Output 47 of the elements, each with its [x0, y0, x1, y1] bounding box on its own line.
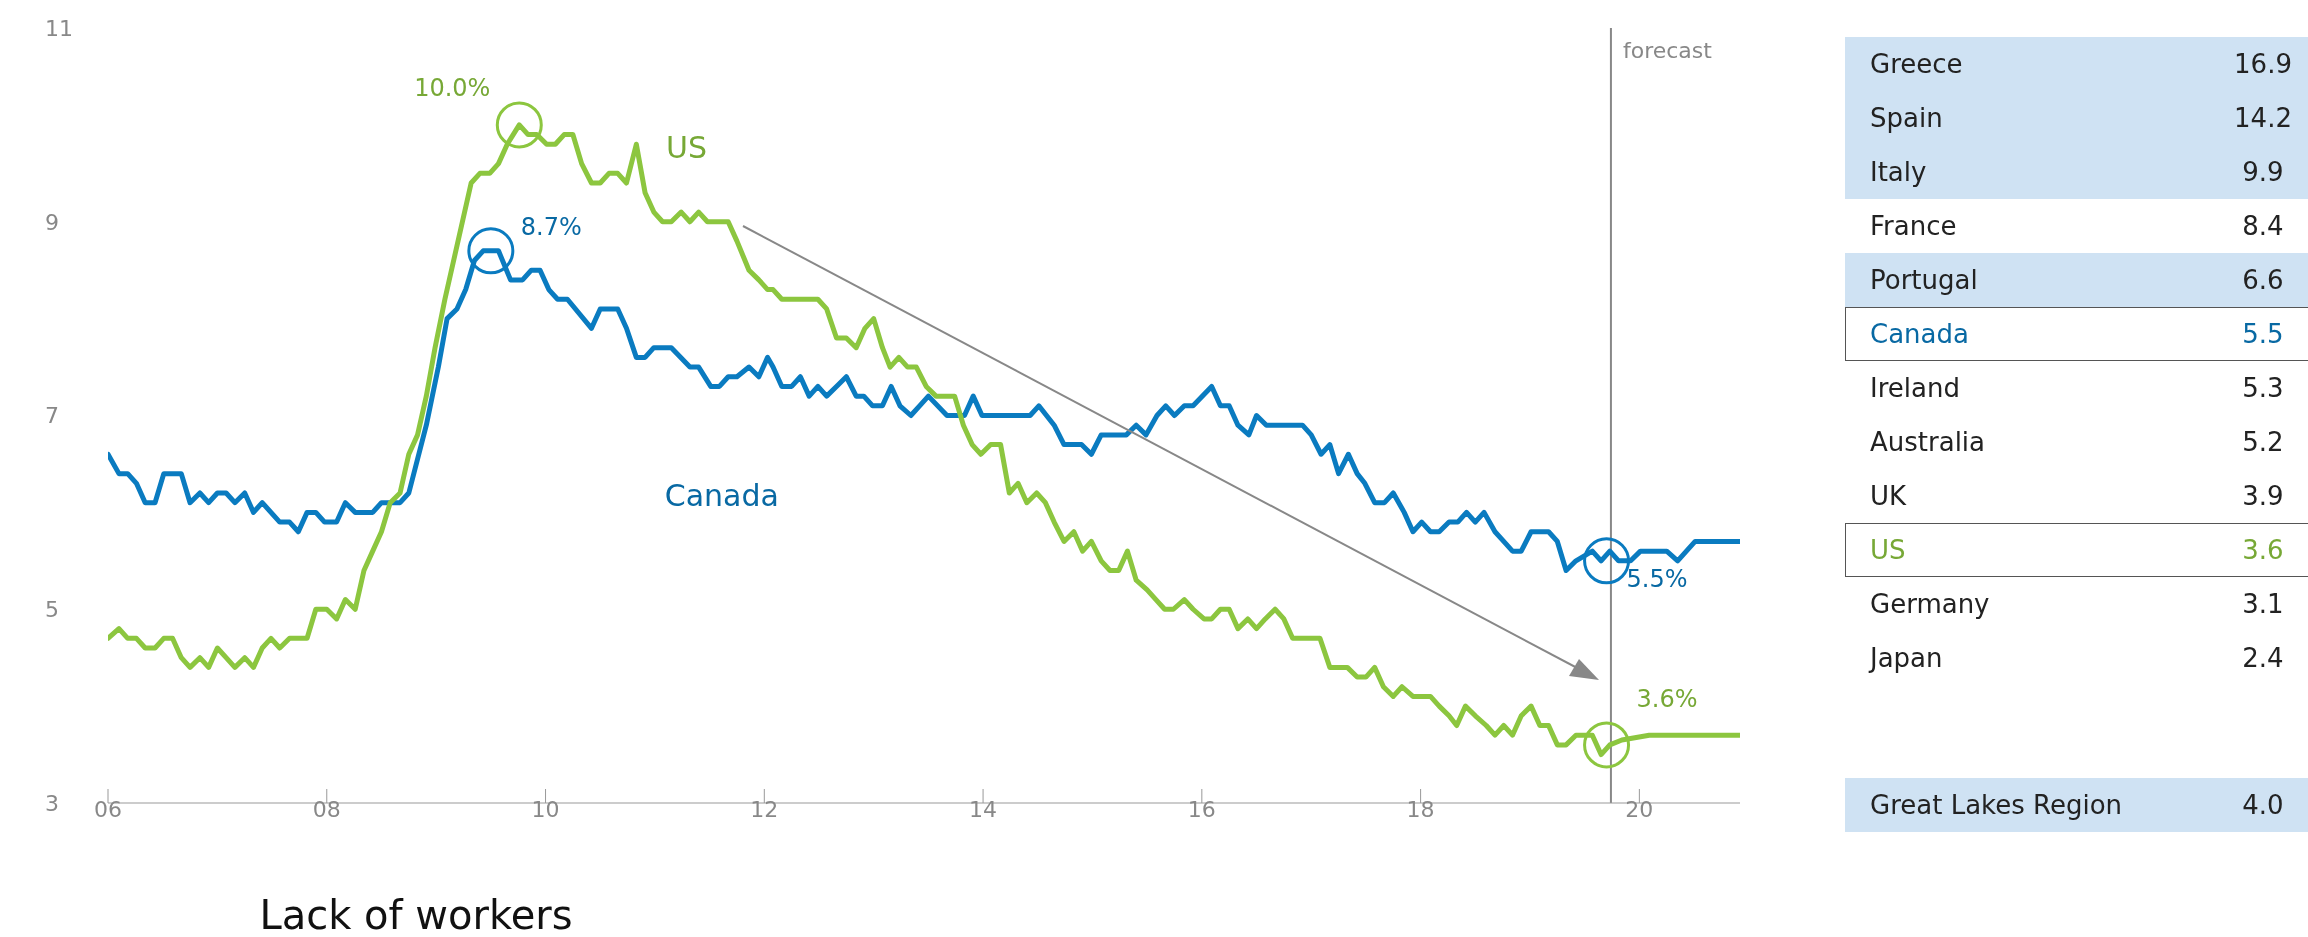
x-tick-label: 20	[1625, 796, 1654, 822]
text: 6.6	[2242, 265, 2284, 295]
text: 5.3	[2242, 373, 2284, 403]
text: 3.1	[2242, 589, 2284, 619]
annotation: 8.7%	[520, 212, 582, 241]
text: 8.4	[2242, 211, 2284, 241]
category-label: Australia	[1870, 427, 1986, 457]
category-label: Japan	[1870, 643, 1944, 673]
x-tick-label: 10	[531, 796, 560, 822]
x-tick-label: 12	[750, 796, 779, 822]
category-label: Spain	[1870, 103, 1944, 133]
text: 14.2	[2234, 103, 2292, 133]
category-label: Great Lakes Region	[1870, 790, 2123, 820]
text: Canada	[664, 478, 779, 514]
category-label: US	[1870, 535, 1907, 565]
category-label: Italy	[1870, 157, 1928, 187]
category-label: Canada	[1870, 319, 1970, 349]
annotation: 3.6%	[1636, 684, 1698, 713]
annotation: 5.5%	[1626, 564, 1688, 593]
category-label: France	[1870, 211, 1958, 241]
text: 3.9	[2242, 481, 2284, 511]
annotation: 10.0%	[414, 73, 491, 102]
y-tick-label: 11	[45, 15, 73, 41]
category-label: Greece	[1870, 49, 1964, 79]
text: 3.6	[2242, 535, 2284, 565]
series-label: US	[665, 130, 707, 165]
category-label: UK	[1870, 481, 1908, 511]
y-tick-label: 5	[45, 597, 59, 623]
text: 16.9	[2234, 49, 2292, 79]
x-axis-title: Lack of workers	[259, 892, 573, 937]
category-label: Germany	[1870, 589, 1991, 619]
text: 5.2	[2242, 427, 2284, 457]
ref-line-label: forecast	[1622, 38, 1713, 63]
x-tick-label: 14	[969, 796, 998, 822]
x-tick-label: 18	[1406, 796, 1435, 822]
text: 5.5	[2242, 319, 2284, 349]
y-tick-label: 3	[45, 790, 59, 816]
y-tick-label: 9	[45, 209, 59, 235]
x-tick-label: 16	[1187, 796, 1216, 822]
category-label: Portugal	[1870, 265, 1979, 295]
category-label: Ireland	[1870, 373, 1961, 403]
text: 9.9	[2242, 157, 2284, 187]
text: 4.0	[2242, 790, 2284, 820]
text: 2.4	[2242, 643, 2284, 673]
x-tick-label: 06	[94, 796, 122, 822]
x-tick-label: 08	[312, 796, 341, 822]
y-tick-label: 7	[45, 403, 59, 429]
